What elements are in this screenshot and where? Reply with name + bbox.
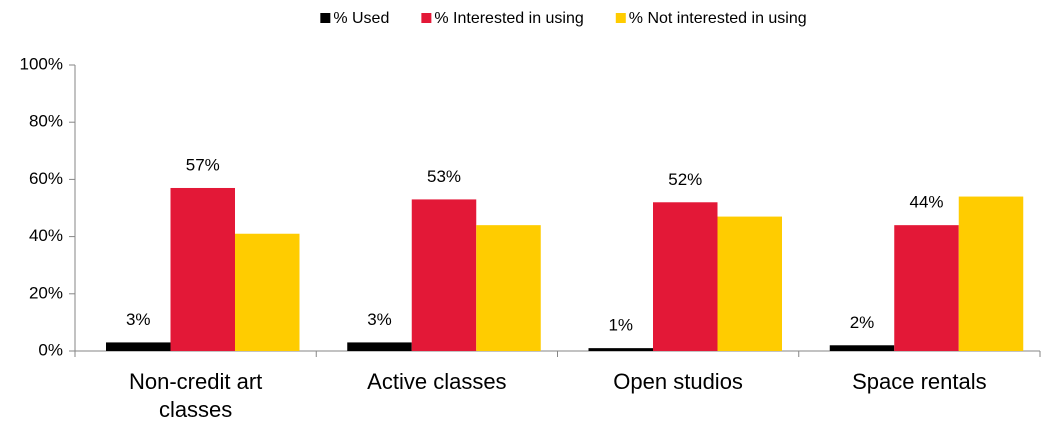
bar [588, 348, 653, 351]
legend-swatch [320, 13, 331, 23]
legend-label: % Not interested in using [629, 10, 807, 27]
bar [235, 233, 300, 351]
data-label: 57% [186, 155, 220, 174]
bar [411, 199, 477, 351]
bar [958, 196, 1024, 351]
bar [717, 216, 782, 351]
bar [653, 202, 718, 351]
x-tick-label: Non-credit art classes [128, 369, 263, 422]
data-label: 53% [427, 167, 461, 186]
y-tick-label: 100% [20, 54, 63, 73]
x-tick-label: Active classes [367, 369, 507, 394]
legend-swatch [615, 13, 626, 23]
data-label: 52% [668, 170, 702, 189]
legend-swatch [421, 13, 432, 23]
bar [347, 342, 412, 351]
x-tick-label: Open studios [613, 369, 743, 394]
y-tick-label: 40% [29, 226, 63, 245]
legend-label: % Used [333, 10, 389, 27]
data-label: 2% [850, 313, 875, 332]
data-label: 44% [909, 193, 943, 212]
bar [894, 225, 959, 351]
y-tick-label: 80% [29, 112, 63, 131]
y-tick-label: 0% [38, 340, 63, 359]
data-label: 3% [367, 310, 392, 329]
bar [170, 187, 235, 351]
bar [476, 225, 541, 351]
bar [106, 342, 171, 351]
legend-label: % Interested in using [434, 10, 583, 27]
data-label: 1% [608, 316, 633, 335]
y-tick-label: 60% [29, 169, 63, 188]
y-tick-label: 20% [29, 283, 63, 302]
data-label: 3% [126, 310, 151, 329]
bar [829, 345, 895, 351]
x-tick-label: Space rentals [852, 369, 987, 394]
